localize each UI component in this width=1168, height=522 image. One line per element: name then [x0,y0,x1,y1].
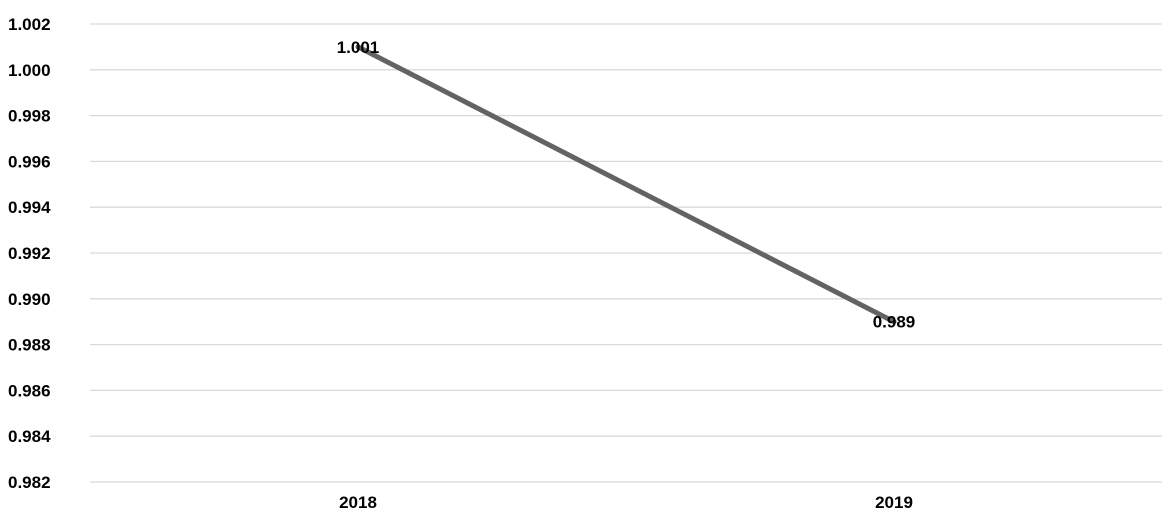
gridlines [90,23,1162,483]
y-tick-label: 0.998 [8,107,51,126]
y-tick-label: 0.986 [8,381,51,400]
data-labels: 1.001 0.989 [337,38,916,332]
data-label: 1.001 [337,38,380,57]
y-tick-label: 0.992 [8,244,51,263]
data-point [355,44,361,50]
y-tick-label: 0.984 [8,427,51,446]
x-tick-label: 2019 [875,493,913,512]
y-tick-label: 0.996 [8,152,51,171]
y-tick-label: 0.988 [8,336,51,355]
series-group [355,44,897,325]
y-tick-label: 1.002 [8,15,51,34]
data-point [891,319,897,325]
y-tick-label: 0.990 [8,290,51,309]
x-axis-tick-labels: 2018 2019 [339,493,913,512]
y-tick-label: 1.000 [8,61,51,80]
series-line [355,44,897,325]
data-label: 0.989 [873,313,916,332]
x-tick-label: 2018 [339,493,377,512]
y-axis-tick-labels: 1.002 1.000 0.998 0.996 0.994 0.992 0.990 0.988… [8,15,51,492]
y-tick-label: 0.982 [8,473,51,492]
y-tick-label: 0.994 [8,198,51,217]
